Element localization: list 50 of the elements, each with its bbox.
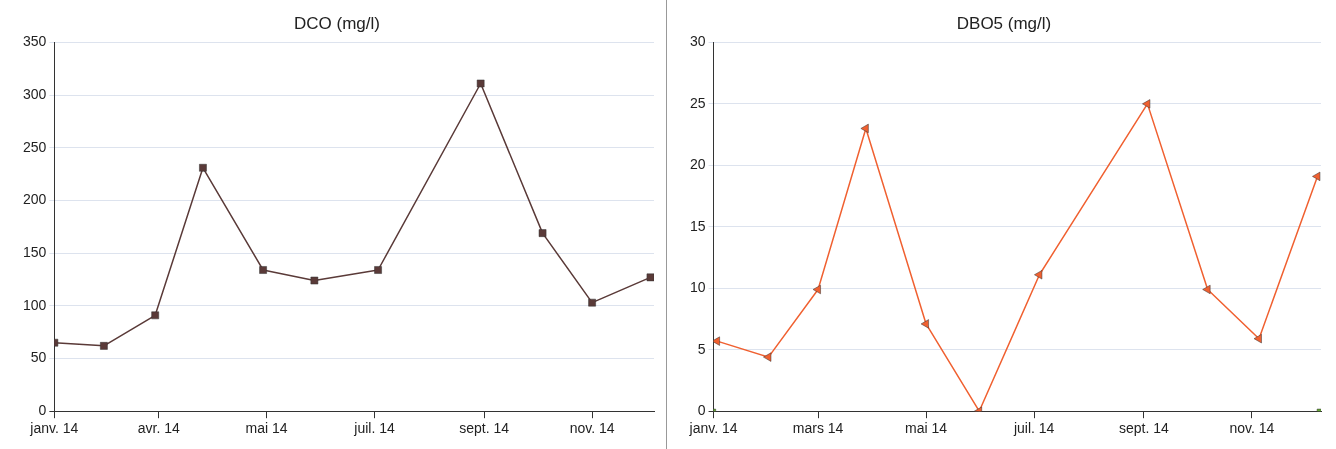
y-tick-label: 5 bbox=[697, 340, 706, 357]
point bbox=[1034, 270, 1043, 280]
point bbox=[1316, 408, 1321, 412]
point bbox=[1312, 171, 1321, 181]
x-tick-label: nov. 14 bbox=[569, 420, 615, 437]
point bbox=[763, 352, 772, 362]
x-tick-label: mars 14 bbox=[792, 420, 844, 437]
y-tick-label: 25 bbox=[689, 94, 706, 111]
y-tick-label: 350 bbox=[23, 33, 47, 50]
x-tick-label: juil. 14 bbox=[353, 420, 395, 437]
y-tick-label: 250 bbox=[23, 138, 47, 155]
point bbox=[259, 266, 267, 274]
chart-title: DBO5 (mg/l) bbox=[956, 13, 1052, 33]
point bbox=[860, 123, 869, 134]
point bbox=[199, 164, 207, 172]
y-tick-label: 15 bbox=[689, 217, 706, 234]
point bbox=[538, 229, 547, 237]
x-tick-label: juil. 14 bbox=[1012, 420, 1055, 437]
point bbox=[476, 79, 485, 88]
point bbox=[100, 342, 108, 350]
point bbox=[151, 311, 159, 320]
y-tick-label: 100 bbox=[23, 296, 47, 313]
x-tick-label: janv. 14 bbox=[688, 420, 738, 437]
point bbox=[920, 319, 929, 329]
point bbox=[374, 266, 382, 274]
y-tick-label: 20 bbox=[689, 156, 706, 173]
point bbox=[713, 336, 720, 346]
y-tick-label: 300 bbox=[23, 85, 47, 102]
chart-title: DCO (mg/l) bbox=[294, 13, 380, 33]
x-tick-label: avr. 14 bbox=[137, 420, 180, 437]
point bbox=[1202, 284, 1211, 295]
y-tick-label: 0 bbox=[697, 402, 706, 419]
point bbox=[310, 276, 319, 285]
y-tick-label: 30 bbox=[689, 33, 706, 50]
point bbox=[1142, 99, 1151, 109]
x-tick-label: mai 14 bbox=[905, 420, 948, 437]
point bbox=[588, 298, 596, 307]
x-tick-label: janv. 14 bbox=[29, 420, 79, 437]
x-tick-label: mai 14 bbox=[245, 420, 288, 437]
point bbox=[646, 273, 654, 282]
y-tick-label: 150 bbox=[23, 244, 47, 260]
point bbox=[1253, 334, 1262, 344]
x-tick-label: sept. 14 bbox=[1118, 420, 1170, 437]
y-tick-label: 0 bbox=[38, 402, 47, 419]
x-tick-label: nov. 14 bbox=[1229, 420, 1275, 437]
y-tick-label: 50 bbox=[30, 349, 47, 366]
y-tick-label: 200 bbox=[23, 191, 47, 208]
x-tick-label: sept. 14 bbox=[459, 420, 510, 437]
y-tick-label: 10 bbox=[689, 279, 706, 296]
point bbox=[812, 284, 821, 295]
